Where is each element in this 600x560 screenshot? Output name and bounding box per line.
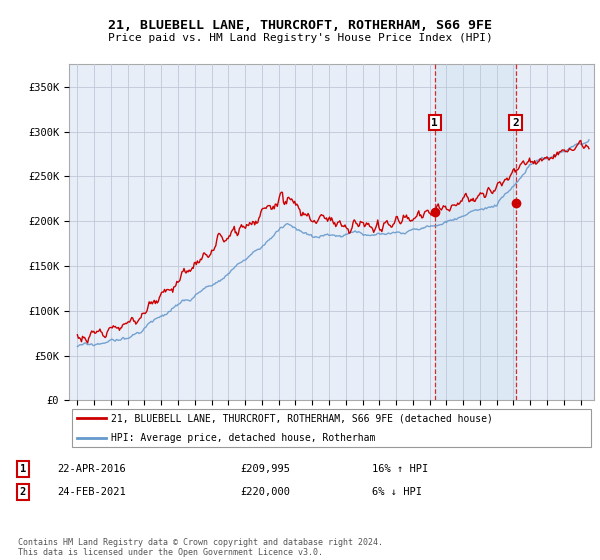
Text: Price paid vs. HM Land Registry's House Price Index (HPI): Price paid vs. HM Land Registry's House … <box>107 33 493 43</box>
Bar <box>434 64 515 400</box>
Text: 16% ↑ HPI: 16% ↑ HPI <box>372 464 428 474</box>
Text: 22-APR-2016: 22-APR-2016 <box>57 464 126 474</box>
Text: 21, BLUEBELL LANE, THURCROFT, ROTHERHAM, S66 9FE (detached house): 21, BLUEBELL LANE, THURCROFT, ROTHERHAM,… <box>111 413 493 423</box>
FancyBboxPatch shape <box>71 409 592 447</box>
Text: Contains HM Land Registry data © Crown copyright and database right 2024.
This d: Contains HM Land Registry data © Crown c… <box>18 538 383 557</box>
Text: 6% ↓ HPI: 6% ↓ HPI <box>372 487 422 497</box>
Text: 24-FEB-2021: 24-FEB-2021 <box>57 487 126 497</box>
Text: £220,000: £220,000 <box>240 487 290 497</box>
Text: 2: 2 <box>20 487 26 497</box>
Text: HPI: Average price, detached house, Rotherham: HPI: Average price, detached house, Roth… <box>111 433 376 443</box>
Text: £209,995: £209,995 <box>240 464 290 474</box>
Text: 2: 2 <box>512 118 519 128</box>
Text: 1: 1 <box>20 464 26 474</box>
Text: 1: 1 <box>431 118 438 128</box>
Text: 21, BLUEBELL LANE, THURCROFT, ROTHERHAM, S66 9FE: 21, BLUEBELL LANE, THURCROFT, ROTHERHAM,… <box>108 18 492 32</box>
